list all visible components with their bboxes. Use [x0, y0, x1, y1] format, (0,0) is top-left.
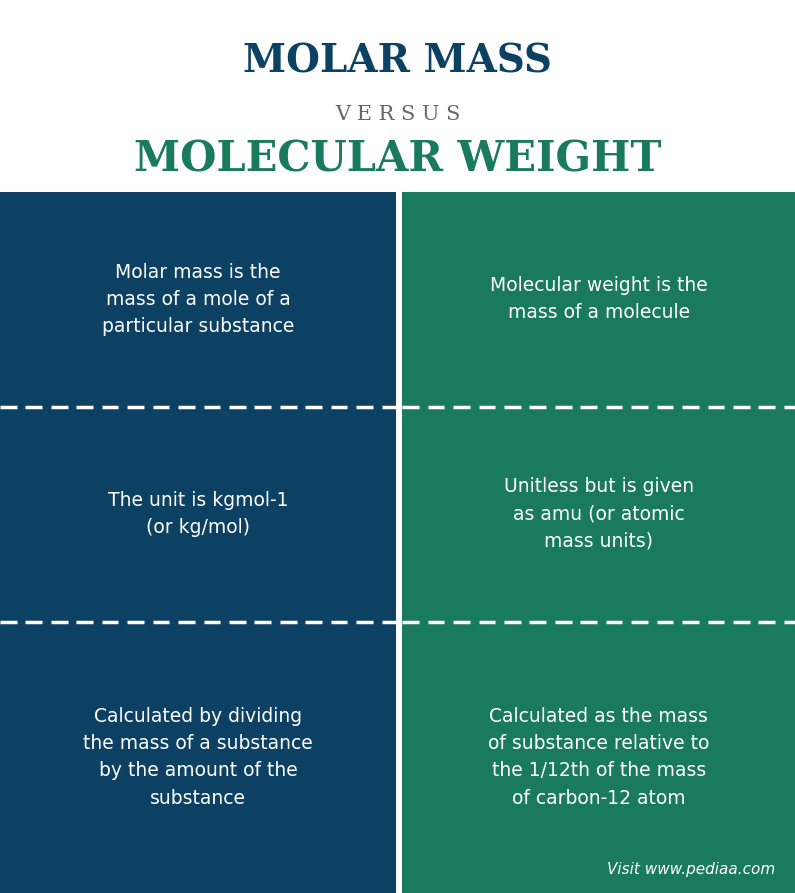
Bar — [396, 192, 402, 893]
Text: Calculated as the mass
of substance relative to
the 1/12th of the mass
of carbon: Calculated as the mass of substance rela… — [488, 707, 709, 807]
Text: Unitless but is given
as amu (or atomic
mass units): Unitless but is given as amu (or atomic … — [503, 478, 694, 551]
Text: Molar mass is the
mass of a mole of a
particular substance: Molar mass is the mass of a mole of a pa… — [102, 263, 294, 336]
Bar — [0, 192, 396, 406]
Text: V E R S U S: V E R S U S — [335, 105, 460, 124]
Text: The unit is kgmol-1
(or kg/mol): The unit is kgmol-1 (or kg/mol) — [107, 491, 289, 538]
Text: MOLAR MASS: MOLAR MASS — [243, 43, 552, 81]
Text: Calculated by dividing
the mass of a substance
by the amount of the
substance: Calculated by dividing the mass of a sub… — [83, 707, 312, 807]
Bar — [402, 406, 795, 622]
Text: MOLECULAR WEIGHT: MOLECULAR WEIGHT — [134, 138, 661, 180]
Bar — [0, 622, 396, 893]
Bar — [402, 192, 795, 406]
Bar — [0, 406, 396, 622]
Bar — [402, 622, 795, 893]
Text: Molecular weight is the
mass of a molecule: Molecular weight is the mass of a molecu… — [490, 276, 708, 322]
Text: Visit www.pediaa.com: Visit www.pediaa.com — [607, 862, 775, 877]
